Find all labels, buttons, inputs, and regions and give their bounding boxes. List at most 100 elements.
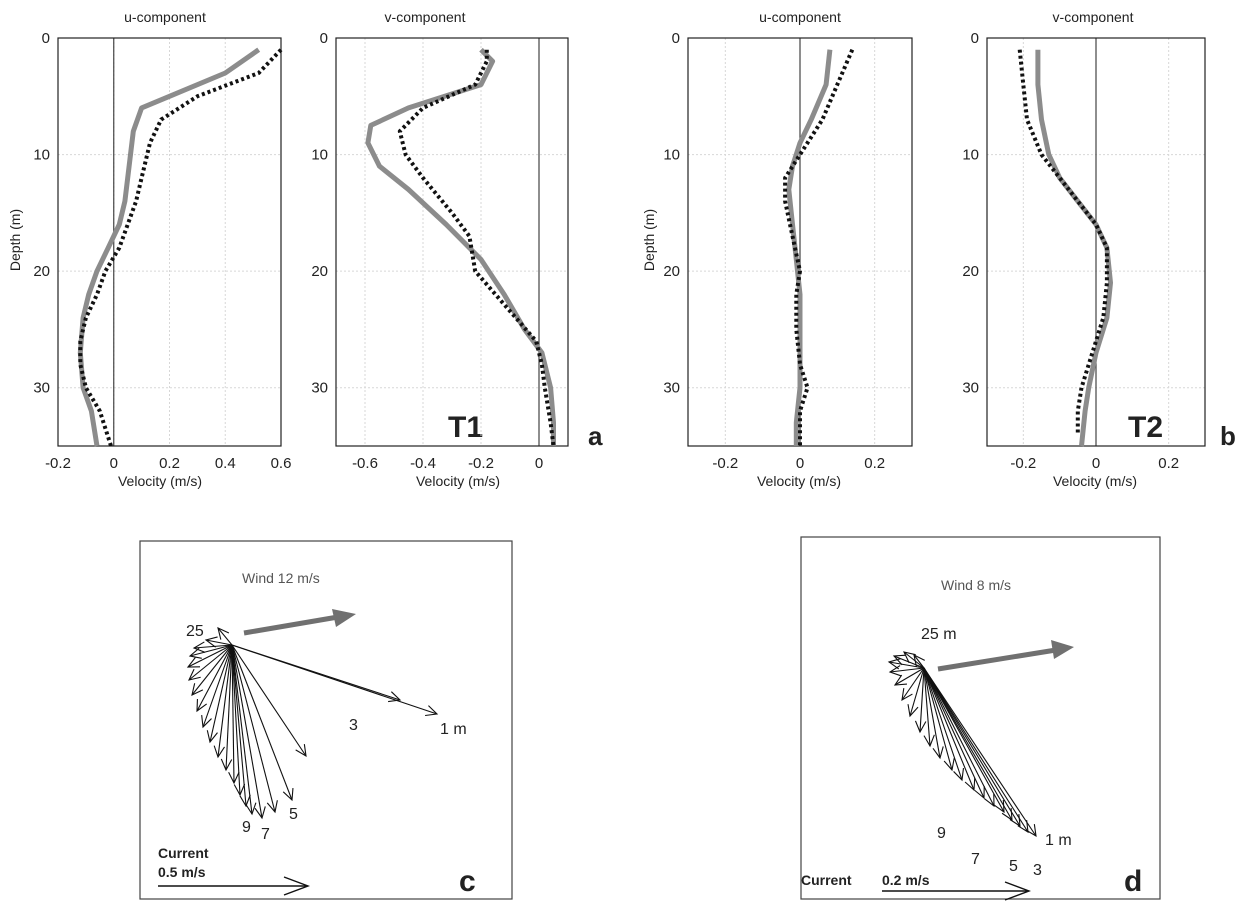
x-tick-label: -0.2 — [45, 455, 71, 472]
current-vector — [903, 651, 925, 669]
panel-d-scale-arrow — [882, 881, 1031, 901]
panel-c-depth-label-1m: 1 m — [440, 721, 467, 738]
current-vector — [228, 644, 240, 785]
panel-c-depth-label-3: 3 — [349, 717, 358, 734]
y-tick-label: 10 — [311, 147, 328, 164]
current-vector — [231, 644, 266, 820]
panel-label-b: b — [1220, 421, 1236, 451]
x-tick-label: 0.6 — [271, 455, 292, 472]
panel-d-vectors: Wind 8 m/s 25 m 1 m 9 7 5 3 Current 0.2 … — [800, 536, 1161, 901]
plot-b-v-tag: T2 — [1128, 411, 1163, 444]
panel-d-wind-arrow — [937, 640, 1074, 672]
current-vector — [196, 644, 233, 713]
y-tick-label: 10 — [663, 147, 680, 164]
plot-b-v: v-component Velocity (m/s) T2 — [1053, 9, 1163, 489]
current-vector — [188, 644, 233, 681]
series-line-observed — [78, 48, 283, 447]
current-vector — [923, 667, 944, 760]
current-vector — [231, 644, 251, 808]
plot-frame — [335, 37, 569, 447]
plot-a-u-ylabel: Depth (m) — [7, 209, 23, 271]
x-tick-label: -0.2 — [468, 455, 494, 472]
current-vector — [913, 653, 925, 669]
plot-a-v-xlabel: Velocity (m/s) — [416, 473, 500, 489]
x-tick-label: -0.6 — [352, 455, 378, 472]
plot-1-area: 0 10 20 30 -0.6 -0.4 -0.2 0 — [311, 30, 569, 472]
current-vector — [231, 644, 402, 703]
y-tick-label: 30 — [962, 380, 979, 397]
current-vector — [192, 641, 233, 653]
panel-d-depth-label-25m: 25 m — [921, 626, 957, 643]
x-tick-label: 0 — [110, 455, 118, 472]
current-vector — [923, 667, 985, 800]
panel-d-depth-label-3: 3 — [1033, 862, 1042, 879]
x-tick-label: 0 — [535, 455, 543, 472]
current-vector — [923, 667, 1029, 834]
x-tick-label: -0.4 — [410, 455, 436, 472]
panel-c-depth-label-7: 7 — [261, 826, 270, 843]
x-tick-label: 0.2 — [1158, 455, 1179, 472]
current-vector — [231, 644, 294, 802]
panel-label-d: d — [1124, 865, 1142, 898]
current-vector — [188, 644, 233, 659]
x-tick-label: 0.4 — [215, 455, 236, 472]
current-vector — [923, 667, 1005, 814]
panel-c-vectors: Wind 12 m/s 25 3 1 m 5 7 9 Current 0.5 m… — [139, 540, 513, 900]
y-tick-label: 0 — [320, 30, 328, 47]
series-line-observed — [397, 49, 556, 447]
panel-c-scale-label-2: 0.5 m/s — [158, 864, 206, 880]
current-vector — [923, 667, 1037, 838]
plot-a-u-xlabel: Velocity (m/s) — [118, 473, 202, 489]
current-vector — [887, 658, 925, 670]
current-vector — [907, 667, 925, 718]
y-tick-label: 20 — [33, 263, 50, 280]
y-tick-label: 20 — [663, 263, 680, 280]
panel-label-a: a — [588, 421, 603, 451]
current-vector — [231, 644, 246, 797]
plot-frame — [57, 37, 282, 447]
panel-c-depth-label-5: 5 — [289, 806, 298, 823]
plot-b-u-xlabel: Velocity (m/s) — [757, 473, 841, 489]
panel-d-scale-label-2: 0.2 m/s — [882, 872, 930, 888]
plot-a-v-title: v-component — [385, 9, 466, 25]
y-tick-label: 0 — [42, 30, 50, 47]
x-tick-label: 0 — [1092, 455, 1100, 472]
x-tick-label: 0.2 — [864, 455, 885, 472]
y-tick-label: 30 — [311, 380, 328, 397]
plot-b-v-title: v-component — [1053, 9, 1134, 25]
panel-c-depth-label-9: 9 — [242, 819, 251, 836]
current-vector — [923, 667, 965, 782]
y-tick-label: 20 — [311, 263, 328, 280]
current-vector — [923, 667, 1021, 828]
x-tick-label: 0.2 — [159, 455, 180, 472]
panel-c-wind-label: Wind 12 m/s — [242, 570, 320, 586]
plot-b-u: u-component Velocity (m/s) Depth (m) — [641, 9, 841, 489]
current-vector — [901, 667, 925, 702]
panel-d-frame — [800, 536, 1161, 900]
y-tick-label: 30 — [33, 380, 50, 397]
y-tick-label: 10 — [962, 147, 979, 164]
series-line-model — [77, 47, 261, 447]
x-tick-label: -0.2 — [712, 455, 738, 472]
panel-d-current-fan — [887, 651, 1037, 838]
current-vector — [231, 644, 257, 816]
panel-c-depth-label-25: 25 — [186, 623, 204, 640]
current-vector — [204, 636, 233, 648]
panel-d-depth-label-1m: 1 m — [1045, 832, 1072, 849]
y-tick-label: 0 — [971, 30, 979, 47]
series-line-observed — [1017, 49, 1109, 435]
y-tick-label: 0 — [672, 30, 680, 47]
current-vector — [231, 644, 307, 758]
current-vector — [923, 667, 955, 772]
current-vector — [201, 644, 233, 729]
plot-a-u-title: u-component — [124, 9, 206, 25]
panel-d-scale-label-1: Current — [801, 872, 852, 888]
series-line-observed — [783, 48, 855, 446]
current-vector — [923, 667, 995, 808]
plot-b-v-xlabel: Velocity (m/s) — [1053, 473, 1137, 489]
plot-2-area: 0 10 20 30 -0.2 0 0.2 — [663, 30, 913, 472]
current-vector — [191, 644, 233, 696]
panel-d-depth-label-5: 5 — [1009, 858, 1018, 875]
series-line-model — [365, 47, 556, 446]
